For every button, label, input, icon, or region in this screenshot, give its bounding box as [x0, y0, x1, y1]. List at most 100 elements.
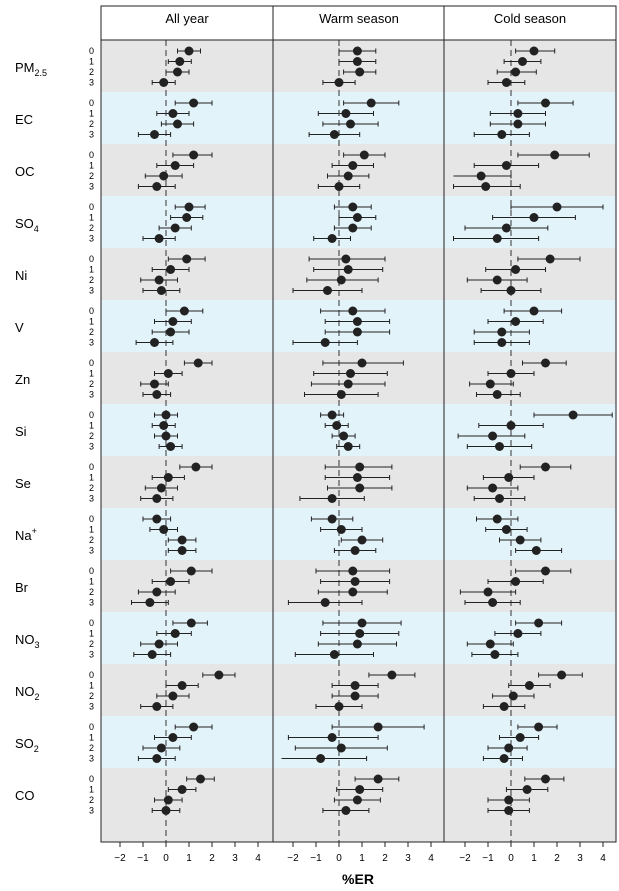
estimate-point	[501, 525, 511, 534]
estimate-point	[166, 442, 176, 451]
estimate-point	[343, 265, 353, 274]
estimate-point	[334, 702, 344, 711]
estimate-point	[170, 223, 180, 233]
lag-label: 1	[89, 733, 94, 743]
lag-label: 2	[89, 483, 94, 493]
lag-label: 2	[89, 535, 94, 545]
estimate-point	[348, 202, 358, 212]
estimate-point	[152, 587, 162, 597]
estimate-point	[352, 795, 362, 805]
x-tick-label: 3	[577, 853, 583, 864]
estimate-point	[339, 431, 349, 441]
x-tick-label: 0	[508, 853, 514, 864]
estimate-point	[518, 57, 527, 66]
pollutant-label: Br	[15, 580, 29, 595]
row-band	[101, 560, 616, 612]
estimate-point	[359, 150, 369, 160]
estimate-point	[191, 462, 201, 472]
estimate-point	[163, 369, 173, 378]
estimate-point	[177, 785, 187, 794]
lag-label: 2	[89, 67, 94, 77]
estimate-point	[193, 358, 203, 368]
x-tick-label: 1	[359, 853, 365, 864]
estimate-point	[352, 317, 362, 326]
estimate-point	[189, 150, 199, 160]
estimate-point	[154, 275, 164, 285]
lag-label: 2	[89, 431, 94, 441]
estimate-point	[316, 754, 326, 763]
pollutant-label: Na+	[15, 526, 37, 543]
estimate-point	[552, 202, 562, 212]
lag-label: 1	[89, 681, 94, 691]
estimate-point	[497, 327, 507, 337]
estimate-point	[499, 754, 509, 763]
lag-label: 2	[89, 379, 94, 389]
estimate-point	[524, 681, 534, 690]
estimate-point	[355, 67, 365, 77]
lag-label: 0	[89, 462, 94, 472]
estimate-point	[513, 109, 523, 118]
lag-label: 1	[89, 577, 94, 587]
estimate-point	[492, 234, 502, 243]
estimate-point	[341, 109, 351, 118]
pollutant-label: Se	[15, 476, 31, 491]
estimate-point	[336, 525, 346, 534]
estimate-point	[541, 98, 550, 108]
lag-label: 2	[89, 171, 94, 181]
estimate-point	[513, 119, 523, 129]
lag-label: 2	[89, 743, 94, 753]
estimate-point	[506, 286, 516, 295]
pollutant-label: EC	[15, 112, 33, 127]
estimate-point	[168, 733, 178, 742]
lag-label: 2	[89, 691, 94, 701]
estimate-point	[513, 629, 523, 638]
lag-label: 0	[89, 566, 94, 576]
estimate-point	[350, 577, 360, 586]
lag-label: 3	[89, 702, 94, 712]
estimate-point	[373, 774, 383, 784]
row-band	[101, 248, 616, 300]
x-tick-label: 3	[405, 853, 411, 864]
estimate-point	[488, 431, 498, 441]
estimate-point	[352, 213, 362, 222]
lag-label: 0	[89, 774, 94, 784]
estimate-point	[182, 213, 192, 222]
estimate-point	[357, 535, 367, 545]
estimate-point	[350, 681, 360, 690]
estimate-point	[154, 234, 164, 243]
estimate-point	[492, 390, 502, 399]
x-tick-label: 2	[554, 853, 560, 864]
estimate-point	[323, 286, 332, 295]
estimate-point	[189, 98, 199, 108]
lag-label: 0	[89, 98, 94, 108]
estimate-point	[488, 598, 498, 607]
estimate-point	[529, 306, 539, 316]
pollutant-label: OC	[15, 164, 35, 179]
estimate-point	[186, 618, 196, 628]
pollutant-label: SO2	[15, 736, 39, 754]
estimate-point	[150, 379, 159, 389]
estimate-point	[485, 379, 495, 389]
estimate-point	[152, 702, 162, 711]
estimate-point	[329, 650, 339, 659]
estimate-point	[152, 754, 162, 763]
estimate-point	[156, 286, 166, 295]
lag-label: 2	[89, 795, 94, 805]
estimate-point	[320, 338, 330, 347]
estimate-point	[511, 317, 521, 326]
estimate-point	[511, 577, 521, 586]
lag-label: 2	[89, 327, 94, 337]
estimate-point	[168, 317, 178, 326]
estimate-point	[348, 306, 358, 316]
estimate-point	[161, 431, 171, 441]
row-band	[101, 716, 616, 768]
estimate-point	[511, 265, 521, 274]
estimate-point	[341, 806, 351, 815]
estimate-point	[504, 743, 514, 753]
lag-label: 1	[89, 473, 94, 483]
lag-label: 2	[89, 275, 94, 285]
estimate-point	[336, 390, 346, 399]
lag-label: 3	[89, 806, 94, 816]
estimate-point	[341, 254, 351, 264]
x-tick-label: −2	[459, 853, 471, 864]
